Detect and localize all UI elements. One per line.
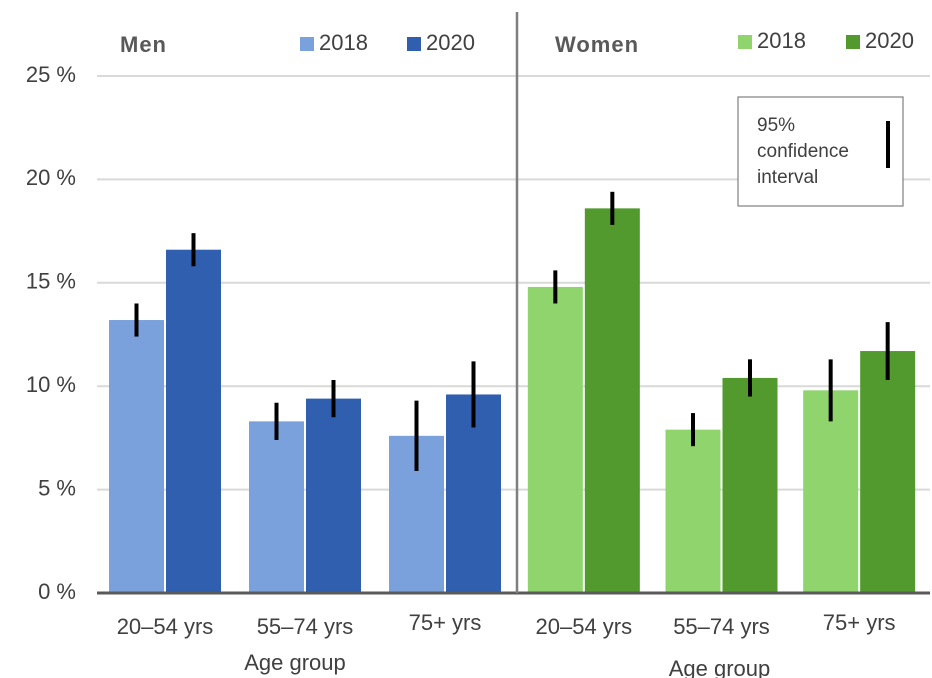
panel-title: Women	[555, 32, 639, 57]
bar	[166, 249, 221, 593]
legend-swatch	[738, 35, 752, 49]
y-tick-label: 20 %	[26, 165, 76, 190]
y-tick-label: 25 %	[26, 62, 76, 87]
y-tick-label: 5 %	[38, 475, 76, 500]
y-tick-label: 15 %	[26, 269, 76, 294]
bar	[860, 351, 916, 593]
bar	[584, 208, 640, 594]
legend-swatch	[407, 37, 421, 51]
x-axis-label: Age group	[669, 656, 771, 678]
x-tick-label: 20–54 yrs	[117, 614, 214, 639]
x-tick-label: 55–74 yrs	[257, 614, 354, 639]
bar	[803, 390, 859, 593]
legend-label: 2020	[865, 28, 914, 53]
annotation-box	[737, 96, 904, 207]
bar	[249, 421, 304, 593]
x-tick-label: 55–74 yrs	[673, 614, 770, 639]
annotation-text: interval	[757, 167, 818, 188]
legend-label: 2018	[757, 28, 806, 53]
x-tick-label: 75+ yrs	[409, 610, 482, 635]
panel-title: Men	[120, 32, 167, 57]
legend-swatch	[300, 37, 314, 51]
bar	[527, 286, 583, 593]
x-axis-label: Age group	[244, 650, 346, 675]
legend-swatch	[846, 35, 860, 49]
legend-label: 2018	[319, 30, 368, 55]
bar	[722, 377, 778, 593]
bar	[665, 429, 721, 593]
x-tick-label: 75+ yrs	[823, 610, 896, 635]
bar	[306, 398, 361, 593]
annotation-text: 95%	[757, 115, 795, 136]
x-tick-label: 20–54 yrs	[536, 614, 633, 639]
y-tick-label: 0 %	[38, 579, 76, 604]
y-tick-label: 10 %	[26, 372, 76, 397]
legend-label: 2020	[426, 30, 475, 55]
bar	[109, 320, 164, 593]
annotation-text: confidence	[757, 141, 849, 162]
